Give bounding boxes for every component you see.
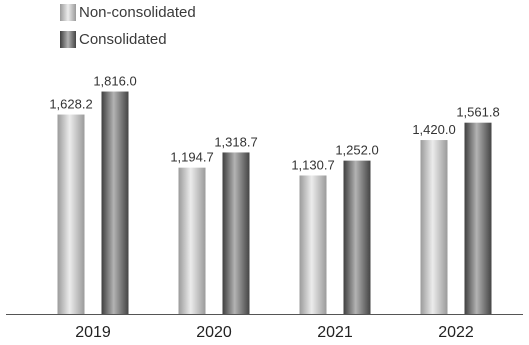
x-tick-label-2019: 2019 [75, 324, 111, 341]
bar-non-consolidated-2020 [178, 167, 206, 314]
legend-label-non-consolidated: Non-consolidated [79, 4, 196, 21]
bar-non-consolidated-2021 [299, 175, 327, 314]
bar-consolidated-2019 [101, 91, 129, 314]
x-tick-label-2022: 2022 [438, 324, 474, 341]
legend-swatch-consolidated [60, 31, 76, 48]
legend-label-consolidated: Consolidated [79, 31, 167, 48]
data-label-non-consolidated-2019: 1,628.2 [49, 97, 92, 112]
legend-item-consolidated: Consolidated [60, 31, 167, 48]
x-tick-label-2020: 2020 [196, 324, 232, 341]
data-label-consolidated-2022: 1,561.8 [456, 105, 499, 120]
data-label-non-consolidated-2021: 1,130.7 [291, 157, 334, 172]
data-label-consolidated-2021: 1,252.0 [335, 143, 378, 158]
data-label-consolidated-2019: 1,816.0 [93, 74, 136, 89]
data-label-consolidated-2020: 1,318.7 [214, 134, 257, 149]
data-label-non-consolidated-2020: 1,194.7 [170, 150, 213, 165]
bar-consolidated-2020 [222, 152, 250, 314]
bar-consolidated-2022 [464, 122, 492, 314]
legend-swatch-non-consolidated [60, 4, 76, 21]
legend-item-non-consolidated: Non-consolidated [60, 4, 196, 21]
x-tick-label-2021: 2021 [317, 324, 353, 341]
bar-non-consolidated-2022 [420, 140, 448, 314]
bar-non-consolidated-2019 [57, 114, 85, 314]
data-label-non-consolidated-2022: 1,420.0 [412, 122, 455, 137]
bar-consolidated-2021 [343, 160, 371, 314]
